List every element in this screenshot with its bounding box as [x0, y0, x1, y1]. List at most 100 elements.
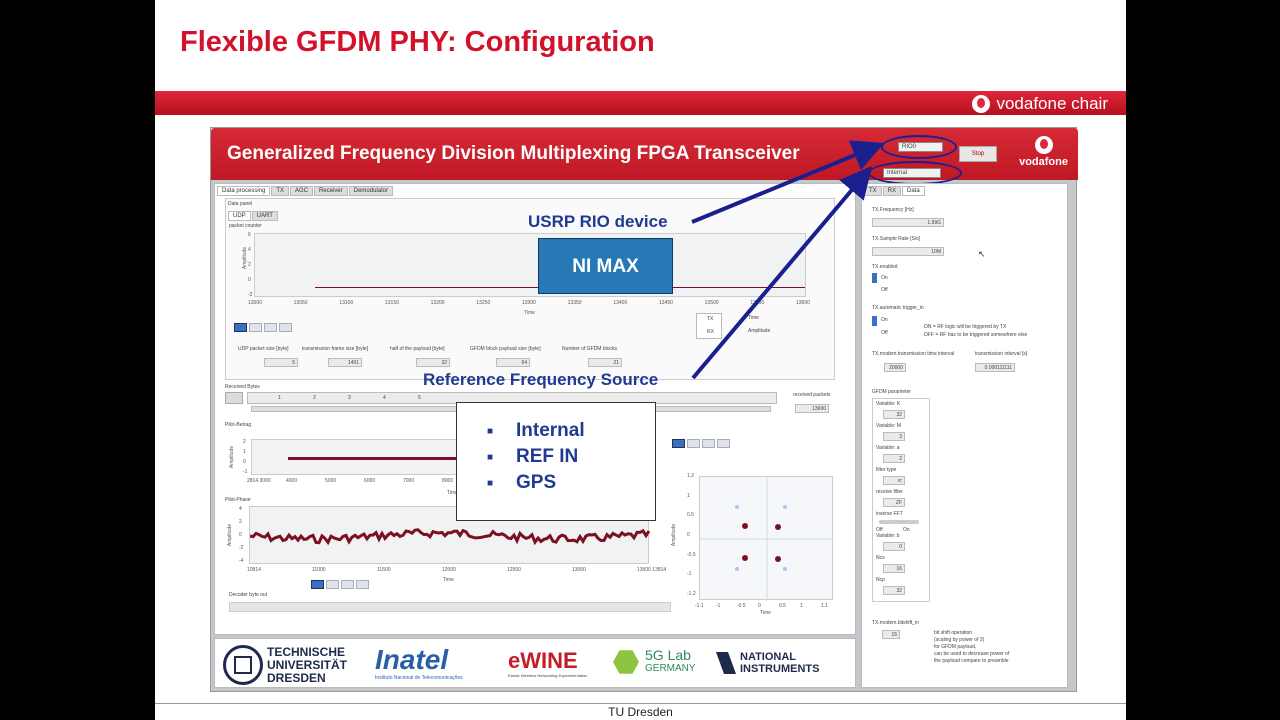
gfdm-param-label: Ncs — [876, 555, 885, 561]
labview-title: Generalized Frequency Division Multiplex… — [227, 143, 800, 164]
tab-demodulator[interactable]: Demodulator — [348, 186, 394, 196]
option-internal: ■ Internal — [487, 420, 585, 441]
byte-cell: 2 — [313, 395, 316, 401]
vodafone-label: vodafone — [1019, 156, 1068, 168]
y-tick-label: 4 — [239, 506, 242, 512]
trigger-note-2: OFF = RF has to be triggered somewhere e… — [924, 332, 1028, 338]
plot1-xlabel: Time — [524, 310, 535, 316]
trigger-off: Off — [881, 330, 888, 336]
x-tick-label: 13350 — [567, 300, 582, 306]
x-tick-label: 13450 — [659, 300, 673, 306]
tab-udp[interactable]: UDP — [228, 211, 251, 221]
gfdm-param-input[interactable]: 2 — [883, 454, 905, 463]
y-tick-label: 0 — [248, 277, 251, 283]
gfdm-param-input[interactable]: 3 — [883, 432, 905, 441]
tab-agc[interactable]: AGC — [290, 186, 314, 196]
trigger-toggle[interactable] — [872, 316, 877, 326]
tab-tx[interactable]: TX — [271, 186, 290, 196]
received-packets-value: 13690 — [795, 404, 829, 413]
bitshift-note-line: (scaling by power of 2) — [934, 637, 985, 643]
tx-enabled-toggle[interactable] — [872, 273, 877, 283]
param-value[interactable]: 1491 — [328, 358, 362, 367]
zoom-tool-icon[interactable] — [702, 439, 715, 448]
y-tick-label: 0 — [243, 459, 246, 465]
gfdm-param-label: Ncp — [876, 577, 885, 583]
gfdm-param-input[interactable]: 32 — [883, 410, 905, 419]
5g-lab-icon — [613, 650, 639, 674]
right-panel: TX RX Data TX.Frequency [Hz] 1.99G TX.Sa… — [861, 183, 1068, 688]
gfdm-param-input[interactable]: 16 — [883, 564, 905, 573]
tab-right-rx[interactable]: RX — [882, 186, 902, 196]
pan-tool-icon[interactable] — [687, 439, 700, 448]
y-tick-label: -1.2 — [687, 591, 696, 597]
array-index[interactable] — [225, 392, 243, 404]
legend-amplitude: Amplitude — [748, 328, 771, 334]
y-tick-label: -0.5 — [687, 551, 696, 558]
received-packets-label: received packets — [793, 392, 831, 398]
x-tick-label: 13500 — [704, 300, 719, 306]
tab-uart[interactable]: UART — [251, 211, 278, 221]
tu-dresden-icon — [223, 645, 263, 685]
constellation-xlabel: Time — [760, 610, 771, 616]
x-tick-label: 0.5 — [779, 603, 786, 609]
gfdm-param-label: receive filter — [876, 489, 903, 495]
constellation-svg — [700, 477, 834, 601]
tx-rate-input[interactable]: 10M — [872, 247, 944, 256]
sub-tabs: UDP UART — [228, 211, 278, 221]
y-tick-label: 4 — [248, 247, 251, 253]
bitshift-note-line: can be used to decrease power of — [934, 651, 1010, 657]
inatel-text: Inatel — [375, 644, 449, 675]
pan-tool-icon[interactable] — [326, 580, 339, 589]
interval-input[interactable]: 20000 — [884, 363, 906, 372]
gfdm-param-label: filter type — [876, 467, 897, 473]
export-tool-icon[interactable] — [356, 580, 369, 589]
param-value[interactable]: 32 — [416, 358, 450, 367]
bitshift-input[interactable]: 15 — [882, 630, 900, 639]
brand-bar — [155, 91, 1126, 115]
pilot-betrag-label: Pilot-Betrag — [225, 422, 252, 428]
tx-frequency-input[interactable]: 1.99G — [872, 218, 944, 227]
main-tabs: Data processing TX AGC Receiver Demodula… — [217, 186, 394, 196]
tab-data-processing[interactable]: Data processing — [217, 186, 271, 196]
param-value[interactable]: 21 — [588, 358, 622, 367]
y-tick-label: -2 — [248, 292, 253, 298]
y-tick-label: 1 — [243, 449, 246, 455]
ewine-text: eWINE — [508, 648, 578, 673]
zoom-tool-icon[interactable] — [264, 323, 277, 332]
x-tick-label: 12500 — [507, 567, 521, 573]
5g-lab-logo: 5G Lab GERMANY — [613, 648, 696, 675]
gfdm-param-input[interactable]: ZF — [883, 498, 905, 507]
pan-tool-icon[interactable] — [249, 323, 262, 332]
brand-label: vodafone chair — [996, 94, 1108, 113]
plot3-xlabel: Time — [443, 577, 454, 583]
vodafone-icon — [1034, 136, 1053, 154]
param-value[interactable]: 5 — [264, 358, 298, 367]
graph-toolbar-2 — [672, 439, 736, 448]
cursor-tool-icon[interactable] — [311, 580, 324, 589]
tab-right-data[interactable]: Data — [902, 186, 925, 196]
param-value[interactable]: 64 — [496, 358, 530, 367]
byte-cell: 5 — [418, 395, 421, 401]
trigger-note-1: ON = RF logic will be triggered by TX — [924, 324, 1007, 330]
decoder-output — [229, 602, 671, 612]
stop-button[interactable]: Stop — [959, 146, 997, 162]
cursor-tool-icon[interactable] — [672, 439, 685, 448]
export-tool-icon[interactable] — [279, 323, 292, 332]
x-tick-label: 13000 — [572, 567, 586, 573]
constellation-point — [775, 556, 781, 562]
tab-receiver[interactable]: Receiver — [314, 186, 348, 196]
bitshift-note-line: bit shift operation — [934, 630, 973, 636]
graph-toolbar — [234, 323, 298, 332]
ifft-toggle[interactable] — [879, 520, 919, 524]
ewine-logo: eWINE Elastic Wireless Networking Experi… — [508, 648, 598, 679]
gfdm-param-input[interactable]: 32 — [883, 586, 905, 595]
gfdm-param-input[interactable]: 0 — [883, 542, 905, 551]
zoom-tool-icon[interactable] — [341, 580, 354, 589]
gfdm-param-input[interactable]: rc — [883, 476, 905, 485]
export-tool-icon[interactable] — [717, 439, 730, 448]
slide-title: Flexible GFDM PHY: Configuration — [180, 26, 655, 58]
tu-line-1: TECHNISCHE — [267, 644, 346, 659]
y-tick-label: 2 — [239, 519, 242, 525]
cursor-tool-icon[interactable] — [234, 323, 247, 332]
ni-line-1: NATIONAL — [740, 651, 797, 663]
